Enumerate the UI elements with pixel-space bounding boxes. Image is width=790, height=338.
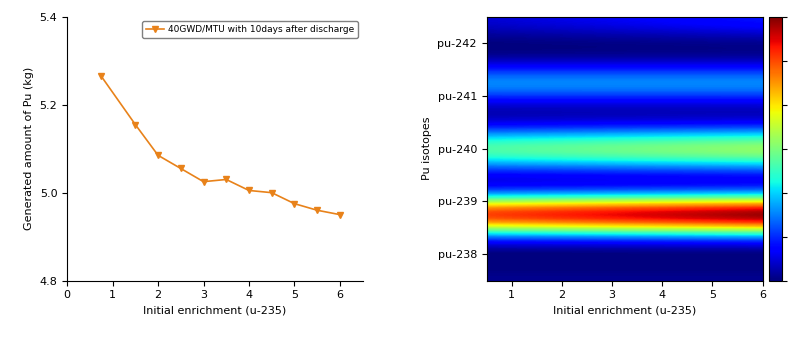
Y-axis label: Pu isotopes: Pu isotopes xyxy=(422,117,432,180)
X-axis label: Initial enrichment (u-235): Initial enrichment (u-235) xyxy=(553,306,696,316)
40GWD/MTU with 10days after discharge xyxy=(244,189,254,193)
40GWD/MTU with 10days after discharge xyxy=(96,74,106,78)
40GWD/MTU with 10days after discharge xyxy=(335,213,344,217)
40GWD/MTU with 10days after discharge xyxy=(176,167,186,171)
Line: 40GWD/MTU with 10days after discharge: 40GWD/MTU with 10days after discharge xyxy=(98,73,344,218)
40GWD/MTU with 10days after discharge xyxy=(267,191,276,195)
Y-axis label: Generated amount of Pu (kg): Generated amount of Pu (kg) xyxy=(24,67,34,230)
Legend: 40GWD/MTU with 10days after discharge: 40GWD/MTU with 10days after discharge xyxy=(142,21,358,38)
40GWD/MTU with 10days after discharge xyxy=(290,202,299,206)
40GWD/MTU with 10days after discharge xyxy=(199,180,209,184)
40GWD/MTU with 10days after discharge xyxy=(130,123,140,127)
40GWD/MTU with 10days after discharge xyxy=(153,153,163,158)
40GWD/MTU with 10days after discharge xyxy=(221,177,231,182)
X-axis label: Initial enrichment (u-235): Initial enrichment (u-235) xyxy=(143,306,287,316)
40GWD/MTU with 10days after discharge xyxy=(312,208,322,212)
